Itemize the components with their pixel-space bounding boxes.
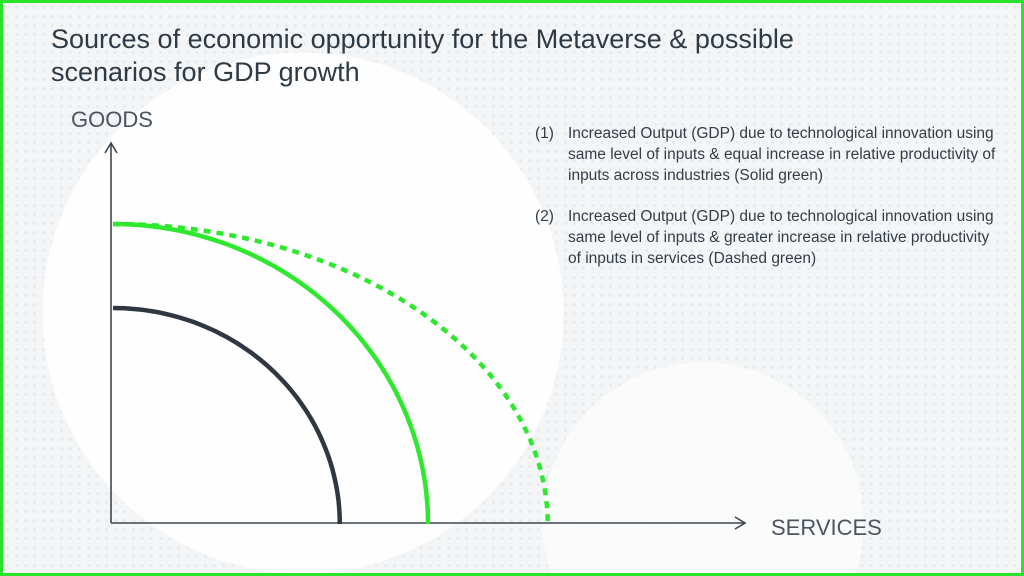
y-axis-label: GOODS [71, 107, 153, 132]
ppf-diagram [104, 141, 747, 530]
scenario-1-ppf-curve [112, 221, 431, 525]
baseline-ppf-curve [112, 305, 343, 525]
note-text: Increased Output (GDP) due to technologi… [568, 125, 996, 184]
scenario-notes: (1) Increased Output (GDP) due to techno… [535, 123, 1005, 289]
slide-title: Sources of economic opportunity for the … [51, 24, 794, 87]
x-axis-label: SERVICES [771, 515, 882, 540]
note-item: (1) Increased Output (GDP) due to techno… [535, 123, 1005, 186]
scenario-2-ppf-curve [112, 221, 550, 525]
note-item: (2) Increased Output (GDP) due to techno… [535, 206, 1005, 269]
note-text: Increased Output (GDP) due to technologi… [568, 208, 994, 267]
note-number: (2) [535, 208, 554, 225]
note-number: (1) [535, 125, 554, 142]
